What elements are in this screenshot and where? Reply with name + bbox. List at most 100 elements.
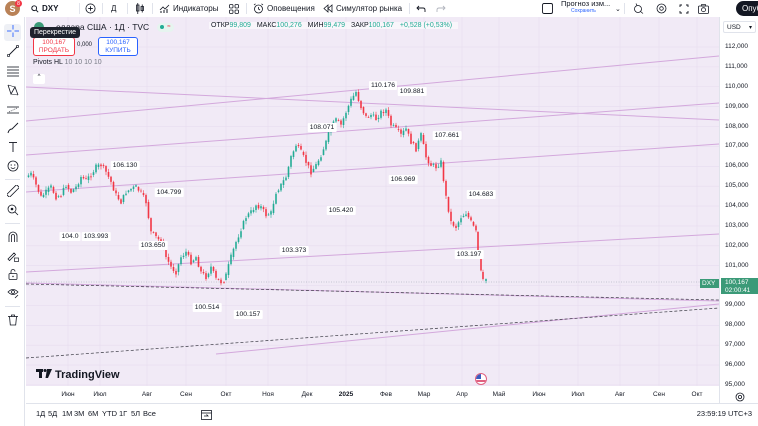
pivot-label: 104.0 xyxy=(59,232,81,241)
notification-badge: 8 xyxy=(15,0,22,7)
layout-checkbox[interactable] xyxy=(542,2,553,15)
chart-type-button[interactable] xyxy=(135,2,145,15)
xabcd-pattern-icon xyxy=(7,83,19,101)
divider xyxy=(127,3,128,14)
layout-name-button[interactable]: Прогноз изм... Сохранить xyxy=(561,0,611,14)
horizontal-lines-tool[interactable] xyxy=(4,64,21,81)
fullscreen-button[interactable] xyxy=(679,2,689,15)
zoom-in-tool[interactable] xyxy=(4,203,21,220)
sell-button[interactable]: 100,167 ПРОДАТЬ xyxy=(33,37,75,56)
pivot-label: 103.197 xyxy=(454,250,484,259)
divider xyxy=(5,179,20,180)
time-tick: Июл xyxy=(93,391,107,398)
pivot-label: 106.969 xyxy=(388,175,418,184)
time-scale[interactable]: Июн Июл Авг Сен Окт Ноя Дек 2025 Фев Мар Апр Май Июн… xyxy=(26,386,745,403)
tradingview-logo[interactable]: TradingView xyxy=(36,369,120,381)
screenshot-button[interactable] xyxy=(698,2,709,15)
ruler-tool[interactable] xyxy=(4,183,21,201)
divider xyxy=(79,3,80,14)
price-tick: 107,000 xyxy=(725,142,749,150)
indicators-button[interactable]: Индикаторы xyxy=(159,2,218,15)
pattern-tool[interactable] xyxy=(4,83,21,100)
divider xyxy=(102,3,103,14)
range-button-5Л[interactable]: 5Л xyxy=(131,409,141,418)
settings-button[interactable] xyxy=(656,2,667,15)
crosshair-icon xyxy=(6,24,19,42)
range-button-Все[interactable]: Все xyxy=(143,409,156,418)
layout-dropdown-button[interactable]: ⌄ xyxy=(615,2,621,15)
range-button-5Д[interactable]: 5Д xyxy=(48,409,58,418)
brush-tool[interactable] xyxy=(4,121,21,138)
price-tick: 104,000 xyxy=(725,202,749,210)
range-button-6М[interactable]: 6М xyxy=(88,409,99,418)
buy-button[interactable]: 100,167 КУПИТЬ xyxy=(98,37,138,56)
range-button-YTD[interactable]: YTD xyxy=(102,409,117,418)
trend-line xyxy=(26,102,719,156)
time-tick: Окт xyxy=(691,391,703,398)
candles-icon xyxy=(135,3,145,14)
divider xyxy=(409,3,410,14)
crosshair-tool[interactable] xyxy=(4,24,21,41)
range-button-3М[interactable]: 3М xyxy=(74,409,85,418)
trend-line-tool[interactable] xyxy=(4,44,21,61)
price-scale[interactable]: USD ▾ 112,000 111,000 110,000 109,000 108,00… xyxy=(719,17,758,403)
pivot-label: 107.661 xyxy=(432,131,462,140)
scale-settings-icon[interactable] xyxy=(735,389,745,407)
price-tick: 109,000 xyxy=(725,102,749,110)
alerts-button[interactable]: Оповещения xyxy=(253,2,315,15)
symbol-search-button[interactable]: DXY xyxy=(31,2,58,15)
indicators-icon xyxy=(159,4,170,14)
clock-timezone[interactable]: 23:59:19 UTC+3 xyxy=(696,409,752,418)
replay-button[interactable]: Симулятор рынка xyxy=(323,2,402,15)
quick-search-button[interactable] xyxy=(633,2,644,15)
projection-tool[interactable] xyxy=(4,103,21,120)
goto-date-icon[interactable] xyxy=(201,407,212,425)
trend-line xyxy=(215,303,719,355)
range-button-1Д[interactable]: 1Д xyxy=(36,409,46,418)
time-tick: Авг xyxy=(614,391,626,398)
pivot-label: 104.683 xyxy=(466,190,496,199)
eye-icon xyxy=(6,286,19,304)
price-tick: 111,000 xyxy=(725,62,748,70)
time-tick: 2025 xyxy=(338,391,354,398)
pivot-label: 103.650 xyxy=(138,241,168,250)
layouts-button[interactable] xyxy=(229,2,239,15)
spread-value: 0,000 xyxy=(77,42,93,48)
price-tick: 95,000 xyxy=(725,380,745,388)
range-button-1Г[interactable]: 1Г xyxy=(119,409,128,418)
trend-line xyxy=(26,86,719,121)
lock-all-tool[interactable] xyxy=(4,267,21,284)
pivot-label: 109.881 xyxy=(397,87,427,96)
compare-symbol-button[interactable] xyxy=(85,2,96,15)
emoji-tool[interactable] xyxy=(4,159,21,176)
range-button-1М[interactable]: 1М xyxy=(62,409,73,418)
indicator-legend-pivots[interactable]: Pivots HL 10 10 10 10 xyxy=(33,59,102,66)
lock-drawings-tool[interactable] xyxy=(4,249,21,266)
interval-button[interactable]: Д xyxy=(111,4,117,13)
time-tick: Фев xyxy=(379,391,393,398)
redo-button[interactable] xyxy=(436,2,446,15)
ohlc-values: ОТКР99,809 МАКС100,276 МИН99,479 ЗАКР100… xyxy=(209,22,459,29)
currency-dropdown[interactable]: USD ▾ xyxy=(723,21,756,33)
delete-tool[interactable] xyxy=(4,313,21,330)
text-tool[interactable] xyxy=(4,140,21,157)
undo-icon xyxy=(416,5,426,13)
price-chart[interactable] xyxy=(26,17,719,386)
price-tick: 103,000 xyxy=(725,221,749,229)
magnet-tool[interactable] xyxy=(4,230,21,247)
undo-button[interactable] xyxy=(416,2,426,15)
chevron-down-icon: ▾ xyxy=(748,24,752,31)
pivot-label: 103.373 xyxy=(279,246,309,255)
divider xyxy=(152,3,153,14)
time-tick: Мар xyxy=(417,391,431,398)
us-flag-event-icon[interactable] xyxy=(475,373,487,385)
hide-drawings-tool[interactable] xyxy=(4,286,21,303)
smiley-icon xyxy=(7,159,19,177)
collapse-legend-button[interactable]: ^ xyxy=(33,74,45,84)
market-status-badge: ≈ xyxy=(157,22,174,32)
chart-pane[interactable]: 104.0 103.993 106.130 104.799 103.650 100.514… xyxy=(26,17,719,386)
publish-button[interactable]: Опублико xyxy=(736,1,758,16)
square-icon xyxy=(542,3,553,14)
time-tick: Апр xyxy=(456,391,468,398)
price-tick: 98,000 xyxy=(725,321,745,329)
